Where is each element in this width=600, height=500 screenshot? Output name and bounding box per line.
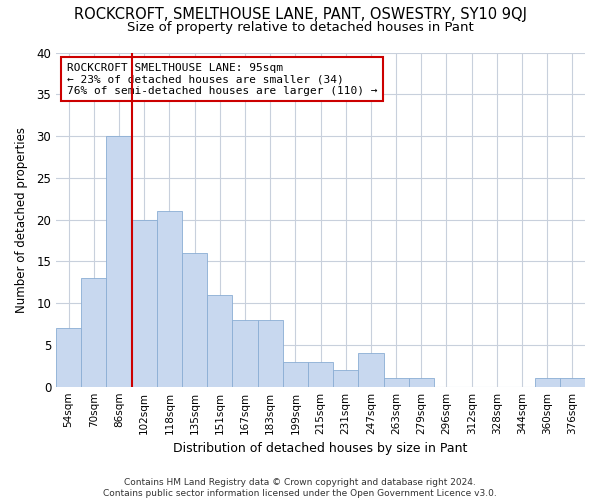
Bar	[560, 378, 585, 386]
Y-axis label: Number of detached properties: Number of detached properties	[15, 126, 28, 312]
Bar	[333, 370, 358, 386]
Bar	[131, 220, 157, 386]
Text: Size of property relative to detached houses in Pant: Size of property relative to detached ho…	[127, 21, 473, 34]
Text: Contains HM Land Registry data © Crown copyright and database right 2024.
Contai: Contains HM Land Registry data © Crown c…	[103, 478, 497, 498]
Bar	[81, 278, 106, 386]
Bar	[283, 362, 308, 386]
X-axis label: Distribution of detached houses by size in Pant: Distribution of detached houses by size …	[173, 442, 468, 455]
Bar	[257, 320, 283, 386]
Bar	[358, 354, 383, 386]
Bar	[56, 328, 81, 386]
Bar	[106, 136, 131, 386]
Text: ROCKCROFT, SMELTHOUSE LANE, PANT, OSWESTRY, SY10 9QJ: ROCKCROFT, SMELTHOUSE LANE, PANT, OSWEST…	[74, 8, 527, 22]
Bar	[535, 378, 560, 386]
Text: ROCKCROFT SMELTHOUSE LANE: 95sqm
← 23% of detached houses are smaller (34)
76% o: ROCKCROFT SMELTHOUSE LANE: 95sqm ← 23% o…	[67, 62, 377, 96]
Bar	[182, 253, 207, 386]
Bar	[308, 362, 333, 386]
Bar	[157, 211, 182, 386]
Bar	[232, 320, 257, 386]
Bar	[409, 378, 434, 386]
Bar	[207, 295, 232, 386]
Bar	[383, 378, 409, 386]
